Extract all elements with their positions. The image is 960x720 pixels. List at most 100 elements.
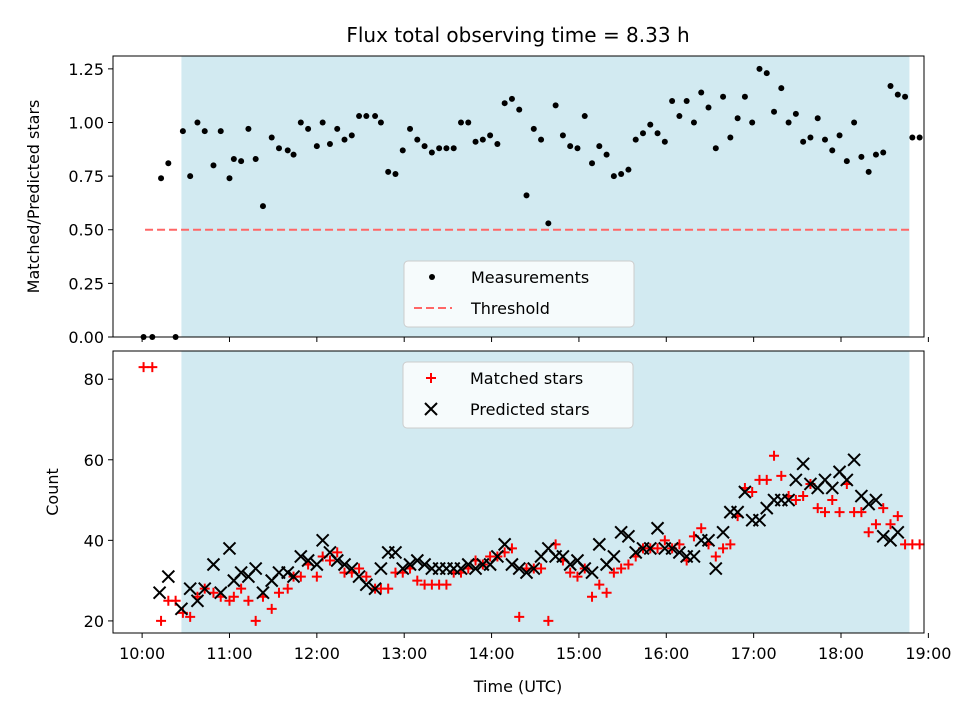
measurement-point (158, 175, 165, 182)
predicted-star-point (468, 561, 483, 576)
measurement-point (865, 168, 872, 175)
measurement-point (763, 70, 770, 77)
y-tick-label: 40 (84, 531, 104, 550)
measurement-point (720, 93, 727, 100)
predicted-star-point (286, 569, 301, 584)
predicted-star-point (388, 545, 403, 560)
measurement-point (909, 134, 916, 141)
chart-title: Flux total observing time = 8.33 h (346, 23, 689, 47)
measurement-point (771, 108, 778, 115)
predicted-star-point (315, 533, 330, 548)
x-tick-label: 15:00 (556, 644, 602, 663)
y-axis-label: Matched/Predicted stars (24, 100, 43, 294)
y-tick-label: 20 (84, 612, 104, 631)
matched-star-point (594, 579, 605, 590)
measurement-point (829, 147, 836, 154)
predicted-star-point (505, 557, 519, 572)
measurement-point (669, 98, 676, 105)
measurement-point (297, 119, 304, 126)
top-panel: 0.00 0.25 0.50 0.75 1.00 1.25 Matched/Predicte… (24, 55, 929, 347)
x-tick-label: 16:00 (643, 644, 689, 663)
y-tick-label: 80 (84, 370, 104, 389)
legend-box (402, 361, 634, 429)
measurement-point (552, 102, 559, 109)
matched-star-point (819, 507, 830, 518)
predicted-star-point (512, 561, 526, 576)
measurement-point (880, 149, 887, 156)
measurement-point (421, 143, 428, 150)
measurement-point (727, 134, 734, 141)
y-tick-label: 0.50 (68, 221, 104, 240)
measurement-point (705, 104, 712, 111)
predicted-star-point (563, 557, 577, 572)
matched-star-point (834, 507, 845, 518)
measurement-point (479, 136, 486, 143)
predicted-star-point (847, 453, 861, 467)
matched-star-point (608, 567, 619, 578)
matched-star-point (776, 470, 787, 481)
measurement-point (756, 65, 763, 72)
predicted-star-point (198, 581, 212, 596)
legend-marker-measurements (429, 274, 435, 280)
measurement-point (313, 143, 320, 150)
measurement-point (785, 119, 792, 126)
measurement-point (443, 145, 450, 152)
measurement-point (252, 155, 259, 162)
matched-star-point (696, 523, 707, 534)
measurement-point (887, 83, 894, 90)
predicted-star-point (206, 557, 221, 572)
matched-star-point (718, 543, 729, 554)
measurement-point (414, 136, 421, 143)
predicted-star-point (607, 549, 621, 564)
x-tick-label: 13:00 (381, 644, 427, 663)
predicted-star-point (876, 529, 890, 544)
measurement-point (457, 119, 464, 126)
predicted-star-point (861, 497, 876, 511)
y-tick-label: 1.25 (68, 60, 104, 79)
matched-star-point (412, 575, 423, 586)
predicted-star-point (183, 581, 197, 596)
measurement-point (836, 132, 843, 139)
measurement-point (356, 113, 363, 120)
legend-label: Matched stars (470, 369, 583, 388)
legend-marker-matched (426, 373, 436, 383)
predicted-star-point (190, 594, 205, 608)
measurement-point (589, 160, 596, 167)
measurement-point (734, 115, 741, 122)
predicted-star-point (256, 586, 270, 600)
measurement-point (428, 149, 435, 156)
measurement-point (385, 168, 392, 175)
matched-star-point (514, 611, 525, 622)
predicted-star-point (281, 565, 295, 580)
measurement-point (610, 173, 617, 180)
measurement-point (807, 134, 814, 141)
predicted-star-point (869, 493, 883, 507)
matched-star-point (710, 551, 721, 562)
predicted-star-point (585, 565, 599, 580)
measurement-point (690, 119, 697, 126)
measurement-point (341, 136, 348, 143)
matched-star-point (156, 615, 167, 626)
measurement-point (545, 220, 552, 227)
y-tick-label: 0.25 (68, 274, 104, 293)
matched-star-point (332, 547, 343, 558)
y-axis-label: Count (43, 468, 62, 516)
matched-star-point (870, 519, 881, 530)
x-tick-label: 11:00 (206, 644, 252, 663)
axes-frame (112, 350, 925, 634)
measurement-point (290, 151, 297, 158)
predicted-star-point (214, 586, 228, 600)
matched-star-point (747, 487, 758, 497)
measurement-point (165, 160, 172, 167)
predicted-star-point (310, 557, 324, 572)
measurement-point (516, 106, 523, 113)
matched-star-point (572, 571, 583, 582)
predicted-star-point (222, 541, 237, 556)
predicted-star-point (294, 549, 308, 564)
measurement-point (559, 132, 566, 139)
predicted-star-point (417, 557, 432, 572)
measurement-point (858, 153, 865, 160)
legend-marker-predicted (424, 402, 438, 416)
matched-star-point (243, 595, 254, 606)
measurement-point (210, 162, 217, 169)
